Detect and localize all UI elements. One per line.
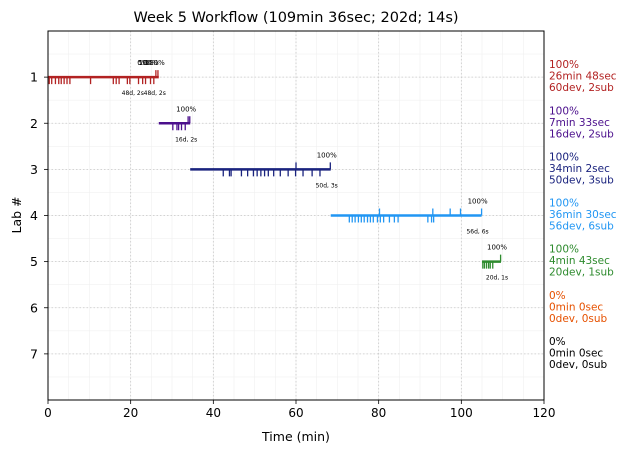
summary-line: 0% bbox=[549, 290, 566, 302]
summary-line: 7min 33sec bbox=[549, 117, 610, 129]
lab-5-timeline: 100% 20d, 1s bbox=[482, 244, 508, 282]
summary-line: 100% bbox=[549, 59, 579, 71]
summary-line: 0% bbox=[549, 336, 566, 348]
summary-line: 0dev, 0sub bbox=[549, 313, 608, 325]
summary-line: 100% bbox=[549, 151, 579, 163]
y-tick-label: 1 bbox=[30, 70, 38, 85]
lab-2-timeline: 100% 16d, 2s bbox=[158, 105, 197, 143]
overlap-percent-label: 0% bbox=[137, 59, 148, 67]
y-tick-label: 7 bbox=[30, 346, 38, 361]
y-tick-label: 4 bbox=[30, 208, 38, 223]
lab-4-timeline: 100% 56d, 6s bbox=[330, 198, 489, 236]
x-tick-label: 120 bbox=[533, 406, 556, 420]
summary-line: 34min 2sec bbox=[549, 163, 610, 175]
x-tick-label: 40 bbox=[206, 406, 221, 420]
summary-line: 50dev, 3sub bbox=[549, 174, 614, 186]
x-axis-label: Time (min) bbox=[261, 429, 330, 444]
count-label: 48d, 2s bbox=[144, 90, 166, 97]
overlap-count-label: 48d, 2s bbox=[122, 90, 144, 97]
summary-line: 0min 0sec bbox=[549, 301, 603, 313]
x-tick-label: 100 bbox=[450, 406, 473, 420]
count-label: 16d, 2s bbox=[175, 136, 197, 143]
summary-line: 100% bbox=[549, 244, 579, 256]
y-tick-label: 2 bbox=[30, 116, 38, 131]
count-label: 20d, 1s bbox=[486, 275, 508, 282]
overlap-percent-label: 50% bbox=[138, 59, 154, 67]
summary-line: 0dev, 0sub bbox=[549, 359, 608, 371]
summary-line: 100% bbox=[549, 105, 579, 117]
axes: 0 20 40 60 80 100 120 1 2 3 4 5 6 7 bbox=[30, 70, 555, 420]
y-tick-label: 5 bbox=[30, 254, 38, 269]
x-tick-label: 0 bbox=[44, 406, 52, 420]
summary-line: 16dev, 2sub bbox=[549, 128, 614, 140]
summary-line: 56dev, 6sub bbox=[549, 221, 614, 233]
y-tick-label: 3 bbox=[30, 162, 38, 177]
summary-line: 4min 43sec bbox=[549, 255, 610, 267]
lab-3-timeline: 100% 50d, 3s bbox=[190, 151, 338, 189]
overlap-percent-label: 100% bbox=[139, 59, 159, 67]
summary-line: 0min 0sec bbox=[549, 347, 603, 359]
completion-label: 100% bbox=[487, 244, 507, 252]
lab-1-timeline: 100% 48d, 2s 0%50%100% 48d, 2s bbox=[48, 59, 166, 97]
y-axis-label: Lab # bbox=[9, 196, 24, 233]
summary-line: 20dev, 1sub bbox=[549, 267, 614, 279]
count-label: 56d, 6s bbox=[466, 229, 488, 236]
completion-label: 100% bbox=[145, 59, 165, 67]
completion-label: 100% bbox=[468, 198, 488, 206]
summary-line: 100% bbox=[549, 198, 579, 210]
summary-line: 36min 30sec bbox=[549, 209, 617, 221]
x-tick-label: 20 bbox=[123, 406, 138, 420]
completion-label: 100% bbox=[317, 151, 337, 159]
completion-label: 100% bbox=[176, 105, 196, 113]
chart-title: Week 5 Workflow (109min 36sec; 202d; 14s… bbox=[133, 10, 458, 26]
x-tick-label: 80 bbox=[371, 406, 386, 420]
count-label: 50d, 3s bbox=[316, 182, 338, 189]
summary-line: 26min 48sec bbox=[549, 71, 617, 83]
x-tick-label: 60 bbox=[288, 406, 303, 420]
summary-line: 60dev, 2sub bbox=[549, 82, 614, 94]
y-tick-label: 6 bbox=[30, 300, 38, 315]
